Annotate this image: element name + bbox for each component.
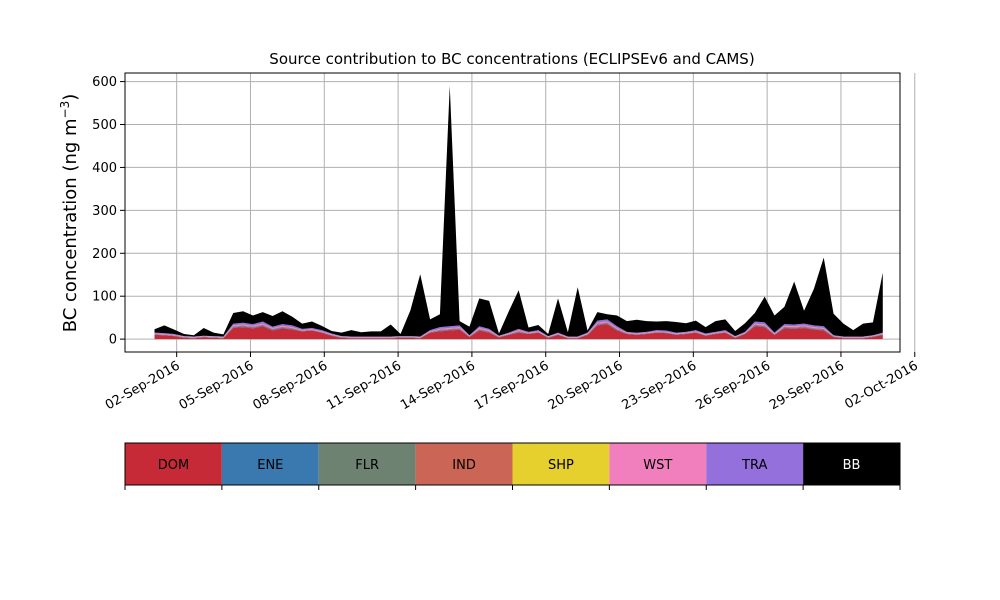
y-tick-label: 200 <box>92 247 117 262</box>
legend-label-wst: WST <box>643 458 672 473</box>
y-tick-label: 500 <box>92 118 117 133</box>
area-series-dom <box>154 324 883 340</box>
area-series-ind <box>154 322 883 338</box>
y-axis-ticks: 0 100 200 300 400 500 600 <box>92 75 125 348</box>
x-tick-label: 11-Sep-2016 <box>324 358 404 413</box>
y-tick-label: 100 <box>92 290 117 305</box>
area-series-bb <box>154 85 883 337</box>
legend-swatch-tra <box>706 443 804 485</box>
chart-title: Source contribution to BC concentrations… <box>269 50 754 68</box>
legend-label-ene: ENE <box>257 458 283 473</box>
y-tick-label: 400 <box>92 161 117 176</box>
area-series-tra <box>154 319 883 337</box>
y-tick-label: 0 <box>109 333 117 348</box>
y-axis-label: BC concentration (ng m−3) <box>58 94 81 333</box>
y-axis-label-superscript: −3 <box>58 101 72 119</box>
legend-label-flr: FLR <box>355 458 379 473</box>
legend-swatch-ene <box>221 443 319 485</box>
legend-label-shp: SHP <box>548 458 574 473</box>
legend-label-ind: IND <box>452 458 476 473</box>
x-tick-label: 26-Sep-2016 <box>693 358 773 413</box>
x-tick-label: 23-Sep-2016 <box>620 358 700 413</box>
legend-label-dom: DOM <box>158 458 189 473</box>
x-tick-label: 17-Sep-2016 <box>472 358 552 413</box>
x-tick-label: 20-Sep-2016 <box>546 358 626 413</box>
stacked-areas <box>154 85 883 340</box>
legend-swatch-shp <box>512 443 610 485</box>
x-tick-label: 08-Sep-2016 <box>250 358 330 413</box>
y-axis-label-main: BC concentration (ng m <box>60 118 81 332</box>
legend-label-bb: BB <box>843 458 861 473</box>
legend-label-tra: TRA <box>741 458 767 473</box>
legend-swatch-dom <box>125 443 222 485</box>
gridlines <box>125 73 916 352</box>
legend-swatch-flr <box>318 443 416 485</box>
legend-swatch-wst <box>609 443 707 485</box>
x-axis-ticks: 02-Sep-201605-Sep-201608-Sep-201611-Sep-… <box>103 352 921 413</box>
x-tick-label: 29-Sep-2016 <box>767 358 847 413</box>
x-tick-label: 05-Sep-2016 <box>177 358 257 413</box>
area-series-ene <box>154 323 883 339</box>
x-tick-label: 14-Sep-2016 <box>398 358 478 413</box>
y-tick-label: 600 <box>92 75 117 90</box>
legend-colorbar: DOM ENE FLR IND SHP WST TRA BB <box>124 442 901 490</box>
y-tick-label: 300 <box>92 204 117 219</box>
legend-swatch-ind <box>415 443 513 485</box>
x-tick-label: 02-Sep-2016 <box>103 358 183 413</box>
legend-swatch-bb <box>803 443 900 485</box>
svg-text:BC concentration (ng m−3): BC concentration (ng m−3) <box>58 94 81 333</box>
x-tick-label: 02-Oct-2016 <box>842 358 920 412</box>
plot-frame <box>124 72 901 353</box>
y-axis-label-close: ) <box>60 94 81 101</box>
